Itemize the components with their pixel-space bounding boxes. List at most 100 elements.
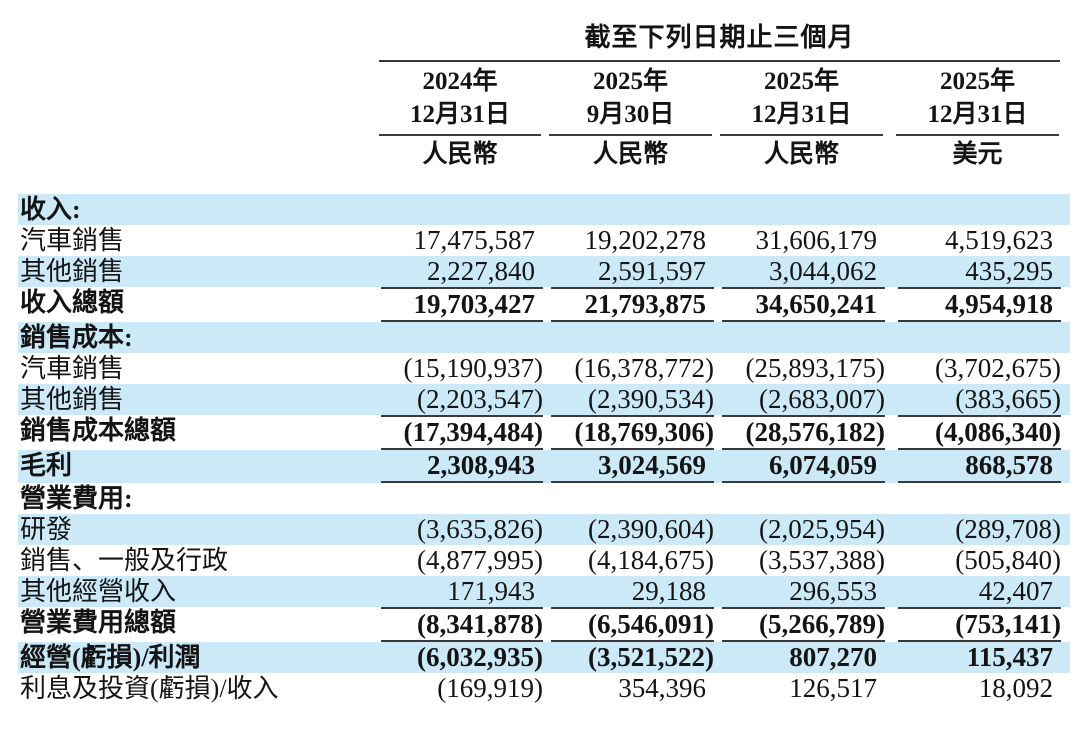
value-cell: (5,266,789) [722,607,885,642]
table-row: 其他銷售 (2,203,547) (2,390,534) (2,683,007) (38… [18,384,1070,415]
col-2-date: 9月30日 [549,98,712,136]
period-header-title: 截至下列日期止三個月 [584,23,855,52]
value-cell: 2,308,943 [381,450,543,483]
value-cell: (2,390,534) [551,384,714,415]
row-label: 汽車銷售 [20,226,125,255]
value-cell: (18,769,306) [551,415,714,450]
table-row: 其他銷售 2,227,840 2,591,597 3,044,062 435,295 [18,256,1070,287]
value-cell: 19,703,427 [381,287,543,322]
value-cell: 171,943 [381,576,543,607]
value-cell [898,322,1061,353]
table-row: 銷售成本總額 (17,394,484) (18,769,306) (28,576,18… [18,415,1070,450]
value-cell: 4,954,918 [898,287,1061,322]
value-text: (2,203,547) [417,384,543,414]
table-body: 收入: 汽車銷售 17,475,587 19,202,278 31,606,179 4,5… [0,194,1080,704]
value-text: (2,390,534) [588,384,714,414]
row-label: 其他銷售 [20,385,125,414]
value-text: (3,537,388) [759,545,885,575]
value-text: 19,703,427 [413,289,536,319]
value-text: 34,650,241 [755,289,878,319]
col-4-year: 2025年 [939,68,1015,95]
value-cell: (17,394,484) [381,415,543,450]
value-cell: (383,665) [898,384,1061,415]
value-text: (6,032,935) [417,642,543,672]
value-cell: 2,227,840 [381,256,543,287]
value-cell: (2,683,007) [722,384,885,415]
value-cell: (3,702,675) [898,353,1061,384]
value-text: (25,893,175) [745,353,885,383]
value-cell: 18,092 [898,673,1061,704]
value-text: (4,184,675) [588,545,714,575]
value-cell: (2,203,547) [381,384,543,415]
value-cell [381,322,543,353]
value-cell: (3,537,388) [722,545,885,576]
row-label: 研發 [20,515,73,544]
period-header-rule [379,60,1060,62]
row-label: 經營(虧損)/利潤 [20,643,201,672]
col-3-currency: 人民幣 [763,141,839,168]
value-cell [898,194,1061,225]
row-label: 營業費用總額 [20,608,177,637]
table-row: 銷售、一般及行政 (4,877,995) (4,184,675) (3,537,388… [18,545,1070,576]
row-label: 其他銷售 [20,257,125,286]
row-label: 汽車銷售 [20,354,125,383]
value-text: (3,521,522) [588,642,714,672]
value-cell: (16,378,772) [551,353,714,384]
value-text: 18,092 [978,673,1053,703]
row-label: 收入: [20,195,81,224]
value-cell: (169,919) [381,673,543,704]
row-label: 利息及投資(虧損)/收入 [20,674,279,703]
row-label: 收入總額 [20,288,125,317]
col-4-date: 12月31日 [896,98,1059,136]
value-cell: 34,650,241 [722,287,885,322]
table-row: 汽車銷售 (15,190,937) (16,378,772) (25,893,175)… [18,353,1070,384]
value-cell: (6,032,935) [381,642,543,673]
value-cell: 807,270 [722,642,885,673]
column-date-row: 12月31日 9月30日 12月31日 12月31日 [18,98,1070,136]
value-cell [551,322,714,353]
table-row: 汽車銷售 17,475,587 19,202,278 31,606,179 4,519,… [18,225,1070,256]
value-text: (5,266,789) [759,609,885,639]
value-text: (6,546,091) [588,609,714,639]
value-text: (2,683,007) [759,384,885,414]
value-cell [722,194,885,225]
value-text: (3,635,826) [417,514,543,544]
value-text: (753,141) [955,609,1061,639]
label-column-spacer [18,62,363,98]
value-text: (2,390,604) [588,514,714,544]
value-cell: 4,519,623 [898,225,1061,256]
value-text: 4,519,623 [945,225,1053,255]
value-text: 29,188 [631,576,706,606]
value-cell [551,483,714,514]
row-label: 銷售成本: [20,323,133,352]
value-cell: (3,521,522) [551,642,714,673]
value-text: 4,954,918 [945,289,1053,319]
label-column-spacer [18,98,363,136]
table-row: 經營(虧損)/利潤 (6,032,935) (3,521,522) 807,270 11… [18,642,1070,673]
value-cell: 21,793,875 [551,287,714,322]
value-text: 2,308,943 [427,450,535,480]
value-text: (28,576,182) [745,417,885,447]
value-cell: (4,086,340) [898,415,1061,450]
value-cell [551,194,714,225]
value-text: 807,270 [789,642,877,672]
value-text: 126,517 [789,673,877,703]
section-header-row: 營業費用: [18,483,1070,514]
value-cell: 354,396 [551,673,714,704]
value-text: (505,840) [955,545,1061,575]
column-year-row: 2024年 2025年 2025年 2025年 [18,62,1070,98]
value-text: 21,793,875 [584,289,707,319]
row-label: 毛利 [20,451,73,480]
value-cell [722,322,885,353]
value-text: (8,341,878) [417,609,543,639]
col-1-year: 2024年 [422,68,498,95]
value-text: (3,702,675) [935,353,1061,383]
value-cell: 6,074,059 [722,450,885,483]
col-3-year: 2025年 [763,68,839,95]
row-label: 銷售成本總額 [20,416,177,445]
value-cell: (753,141) [898,607,1061,642]
value-text: (383,665) [955,384,1061,414]
table-row: 研發 (3,635,826) (2,390,604) (2,025,954) (289,… [18,514,1070,545]
value-cell: 31,606,179 [722,225,885,256]
